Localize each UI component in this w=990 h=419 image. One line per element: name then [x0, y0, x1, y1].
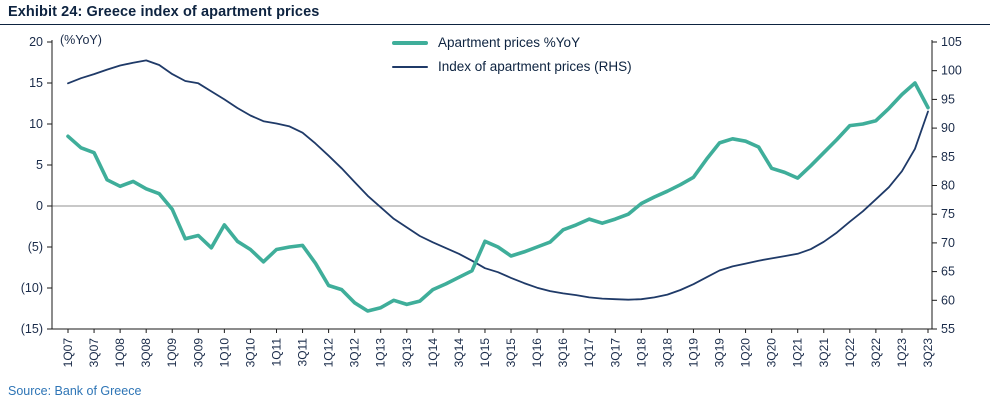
x-axis-tick-label: 1Q20: [739, 338, 753, 368]
right-axis-tick-label: 75: [941, 207, 955, 221]
left-axis-tick-label: 10: [29, 117, 43, 131]
x-axis-tick-label: 3Q22: [869, 338, 883, 368]
x-axis-tick-label: 1Q11: [269, 338, 283, 367]
x-axis-tick-label: 3Q10: [243, 338, 257, 368]
x-axis-tick-label: 3Q15: [504, 338, 518, 368]
x-axis-tick-label: 1Q15: [478, 338, 492, 368]
x-axis-tick-label: 1Q10: [217, 338, 231, 368]
chart-canvas: 20151050(5)(10)(15)105100959085807570656…: [21, 35, 962, 368]
right-axis-tick-label: 100: [941, 64, 962, 78]
chart-legend: Apartment prices %YoY Index of apartment…: [392, 35, 632, 74]
source-note: Source: Bank of Greece: [8, 384, 142, 398]
x-axis-tick-label: 1Q23: [895, 338, 909, 368]
left-axis-unit-label: (%YoY): [60, 33, 102, 47]
x-axis-tick-label: 1Q08: [113, 338, 127, 368]
left-axis-tick-label: 5: [36, 158, 43, 172]
x-axis-tick-label: 1Q14: [426, 338, 440, 368]
x-axis-tick-label: 1Q19: [686, 338, 700, 368]
chart-area: 20 15 10 5 0 (5) (10) (15) 105 100 95 90 85 80 75 70 65 6…: [0, 26, 990, 378]
left-axis-tick-label: (10): [21, 281, 43, 295]
x-axis-tick-label: 3Q17: [608, 338, 622, 368]
x-axis-tick-label: 3Q12: [348, 338, 362, 368]
x-axis-tick-label: 1Q17: [582, 338, 596, 368]
left-axis-tick-label: 15: [29, 76, 43, 90]
x-axis-tick-label: 1Q21: [791, 338, 805, 368]
x-axis-tick-label: 3Q11: [296, 338, 310, 367]
x-axis-tick-label: 3Q16: [556, 338, 570, 368]
x-axis-tick-label: 3Q09: [191, 338, 205, 368]
right-axis-tick-label: 60: [941, 293, 955, 307]
x-axis-tick-label: 3Q23: [921, 338, 935, 368]
x-axis-tick-label: 3Q21: [817, 338, 831, 368]
right-axis-tick-label: 85: [941, 150, 955, 164]
x-axis-tick-label: 1Q09: [165, 338, 179, 368]
right-axis-tick-label: 55: [941, 322, 955, 336]
legend-item-yoy: Apartment prices %YoY: [392, 35, 632, 50]
right-axis-tick-label: 80: [941, 179, 955, 193]
right-axis-tick-label: 105: [941, 35, 962, 49]
legend-label-yoy: Apartment prices %YoY: [438, 35, 581, 50]
x-axis-tick-label: 3Q07: [87, 338, 101, 368]
x-axis-tick-label: 1Q22: [843, 338, 857, 368]
right-axis-tick-label: 65: [941, 265, 955, 279]
right-axis-tick-label: 90: [941, 121, 955, 135]
legend-label-index: Index of apartment prices (RHS): [438, 59, 632, 74]
x-axis-tick-label: 3Q13: [400, 338, 414, 368]
legend-item-index: Index of apartment prices (RHS): [392, 59, 632, 74]
yoy-line-swatch: [392, 40, 428, 45]
x-axis-tick-label: 1Q16: [530, 338, 544, 368]
x-axis-tick-label: 1Q07: [61, 338, 75, 368]
left-axis-tick-label: (5): [28, 240, 43, 254]
exhibit-title: Exhibit 24: Greece index of apartment pr…: [8, 4, 320, 20]
x-axis-tick-label: 3Q14: [452, 338, 466, 368]
index-line-series: [67, 59, 929, 301]
x-axis-tick-label: 3Q18: [660, 338, 674, 368]
yoy-line-series: [66, 81, 930, 313]
x-axis-tick-label: 1Q13: [374, 338, 388, 368]
left-axis-tick-label: (15): [21, 322, 43, 336]
x-axis-tick-label: 3Q19: [713, 338, 727, 368]
right-axis-tick-label: 95: [941, 92, 955, 106]
left-axis-tick-label: 0: [36, 199, 43, 213]
right-axis-tick-label: 70: [941, 236, 955, 250]
left-axis-tick-label: 20: [29, 35, 43, 49]
title-divider: [0, 24, 990, 25]
x-axis-tick-label: 3Q20: [765, 338, 779, 368]
x-axis-tick-label: 1Q12: [322, 338, 336, 368]
index-line-swatch: [392, 65, 428, 68]
x-axis-tick-label: 1Q18: [634, 338, 648, 368]
x-axis-tick-label: 3Q08: [139, 338, 153, 368]
